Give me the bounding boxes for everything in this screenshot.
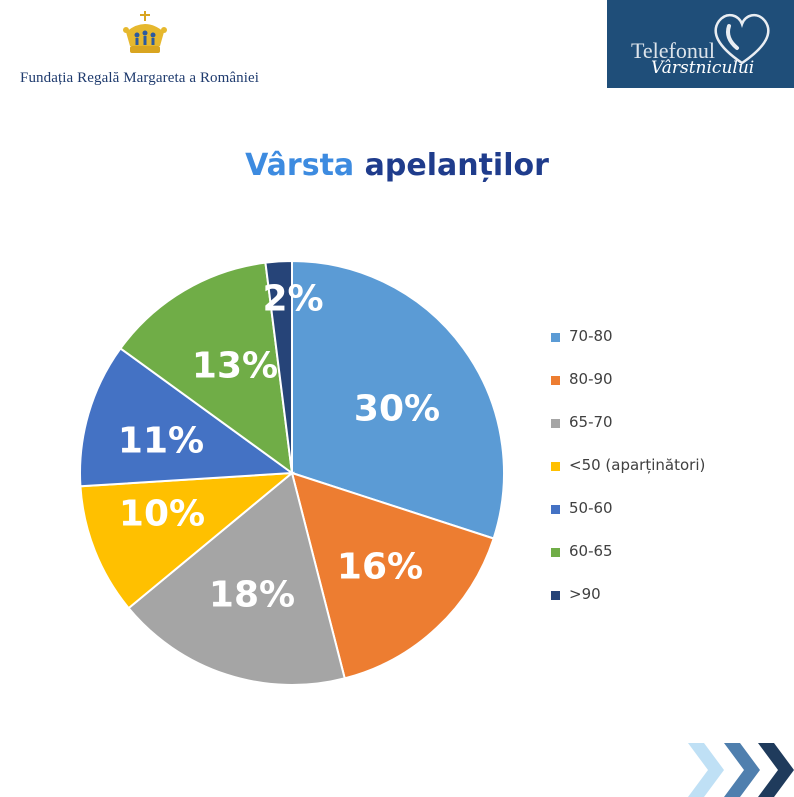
foundation-logo: Fundația Regală Margareta a României: [20, 10, 270, 90]
chart-title-part2: apelanților: [364, 148, 549, 183]
slice-data-label: 13%: [192, 346, 278, 387]
crown-icon: [123, 11, 167, 53]
pie-slice: [291, 259, 505, 540]
legend-label: 65-70: [569, 413, 613, 431]
legend-swatch: [551, 462, 560, 471]
chart-title: Vârsta apelanților: [0, 148, 794, 183]
legend-item: >90: [551, 582, 751, 625]
pie-slice: [290, 471, 495, 680]
legend-item: 70-80: [551, 324, 751, 367]
legend-swatch: [551, 376, 560, 385]
legend-label: 50-60: [569, 499, 613, 517]
hotline-name-line2: Vârstnicului: [651, 58, 755, 78]
pie-slice: [127, 471, 346, 686]
slice-data-label: 18%: [209, 575, 295, 616]
chart-legend: 70-80 80-90 65-70 <50 (aparținători) 50-60 60…: [551, 324, 751, 625]
legend-item: 65-70: [551, 410, 751, 453]
pie-slice: [264, 259, 293, 474]
chart-title-part1: Vârsta: [245, 148, 355, 183]
slice-data-label: 30%: [354, 389, 440, 430]
legend-swatch: [551, 505, 560, 514]
legend-label: 60-65: [569, 542, 613, 560]
legend-label: <50 (aparținători): [569, 456, 706, 474]
slice-data-label: 10%: [119, 494, 205, 535]
legend-swatch: [551, 333, 560, 342]
legend-item: 50-60: [551, 496, 751, 539]
legend-swatch: [551, 591, 560, 600]
legend-item: 80-90: [551, 367, 751, 410]
legend-swatch: [551, 419, 560, 428]
slice-data-label: 16%: [337, 547, 423, 588]
heart-phone-icon: [714, 13, 770, 65]
hotline-logo: Telefonul Vârstnicului: [607, 0, 794, 88]
next-chevrons-icon: [688, 743, 794, 797]
pie-slice: [79, 471, 296, 610]
hotline-name-line1: Telefonul: [631, 38, 715, 63]
legend-item: 60-65: [551, 539, 751, 582]
legend-label: >90: [569, 585, 601, 603]
legend-label: 80-90: [569, 370, 613, 388]
legend-item: <50 (aparținători): [551, 453, 751, 496]
slice-data-label: 2%: [262, 279, 323, 320]
pie-slice: [119, 261, 294, 476]
legend-label: 70-80: [569, 327, 613, 345]
pie-slice: [79, 346, 295, 488]
foundation-name: Fundația Regală Margareta a României: [20, 70, 260, 86]
slice-data-label: 11%: [118, 421, 204, 462]
legend-swatch: [551, 548, 560, 557]
